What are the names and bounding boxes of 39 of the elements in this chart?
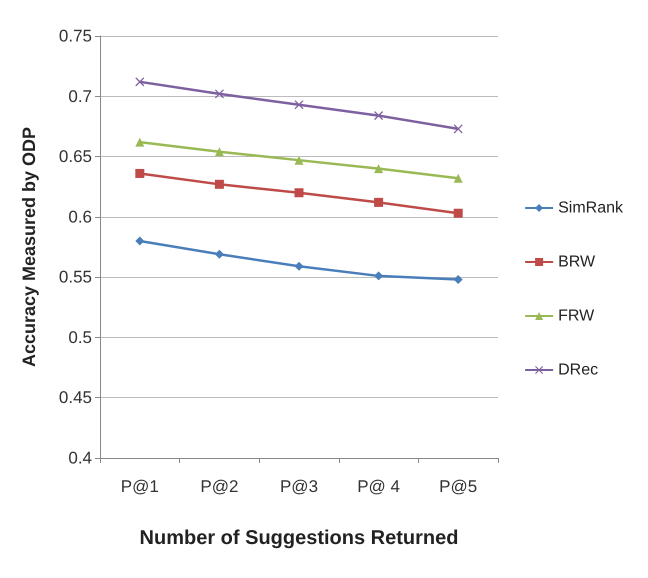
x-tick-label: P@ 4 (357, 477, 400, 496)
y-tick-label: 0.75 (58, 26, 92, 46)
point (454, 208, 463, 218)
point (135, 236, 144, 246)
y-tick-label: 0.6 (68, 207, 92, 226)
point (294, 156, 304, 165)
point (454, 275, 463, 284)
point (454, 124, 463, 134)
x-tick-label: P@2 (200, 477, 238, 496)
point (214, 250, 224, 259)
x-tick-label: P@3 (280, 477, 318, 496)
y-axis-title: Accuracy Measured by ODP (19, 126, 39, 368)
point (374, 164, 384, 174)
y-tick-label: 0.7 (68, 86, 92, 106)
point (374, 198, 384, 207)
legend-label: BRW (558, 254, 596, 270)
point (374, 271, 384, 280)
y-tick-label: 0.55 (58, 268, 92, 287)
x-tick-label: P@1 (120, 477, 159, 496)
y-tick-label: 0.65 (58, 147, 92, 166)
point (294, 262, 304, 271)
point (214, 89, 224, 98)
point (294, 100, 304, 110)
legend-label: FRW (558, 308, 596, 324)
x-axis-title: Number of Suggestions Returned (140, 527, 458, 549)
x-tick-label: P@5 (439, 477, 478, 496)
point (135, 138, 144, 147)
y-tick-label: 0.5 (68, 328, 92, 347)
point (135, 77, 144, 86)
point (214, 147, 224, 156)
point (135, 168, 144, 178)
point (214, 180, 224, 189)
y-tick-label: 0.4 (68, 448, 92, 468)
legend-label: DRec (558, 362, 598, 378)
legend-label: SimRank (558, 200, 624, 216)
point (454, 174, 463, 183)
point (294, 188, 304, 198)
point (374, 111, 384, 120)
y-tick-label: 0.45 (58, 388, 92, 408)
